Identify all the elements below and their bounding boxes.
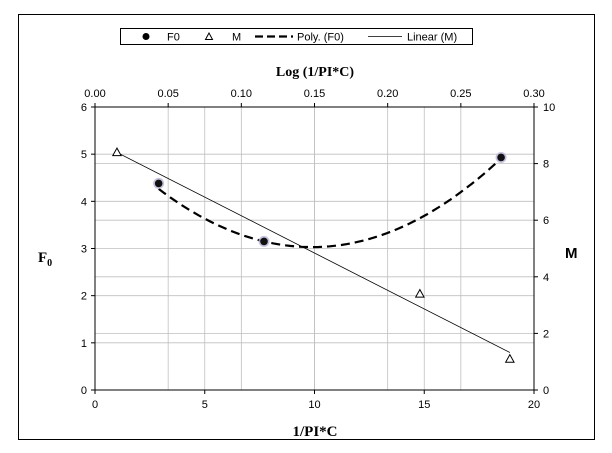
x-top-tick-label: 0.15 <box>304 88 325 100</box>
y-right-axis-title: M <box>565 245 578 262</box>
x-top-tick-label: 0.25 <box>450 88 471 100</box>
m-point <box>414 288 425 298</box>
legend-linear-label: Linear (M) <box>407 32 457 44</box>
f0-point <box>497 153 505 162</box>
m-point <box>111 147 122 157</box>
x-bottom-tick-label: 0 <box>92 399 98 411</box>
chart-frame <box>18 14 595 440</box>
legend-poly-label: Poly. (F0) <box>297 32 344 44</box>
y-right-tick-label: 2 <box>543 328 549 340</box>
x-top-tick-label: 0.30 <box>523 88 544 100</box>
x-bottom-tick-label: 20 <box>528 399 540 411</box>
x-bottom-tick-label: 5 <box>202 399 208 411</box>
f0-point <box>260 237 268 246</box>
x-bottom-tick-label: 15 <box>418 399 430 411</box>
series-layer <box>111 147 515 363</box>
x-top-axis-title: Log (1/PI*C) <box>276 65 355 80</box>
y-left-axis-title-main: F <box>38 250 47 266</box>
legend-m-marker <box>204 31 214 40</box>
legend-f0-label: F0 <box>167 32 180 44</box>
y-left-tick-label: 3 <box>81 244 87 256</box>
y-right-tick-label: 0 <box>543 385 549 397</box>
x-bottom-axis-title: 1/PI*C <box>293 424 338 440</box>
legend: F0 M Poly. (F0) Linear (M) <box>120 28 473 45</box>
y-left-tick-label: 2 <box>81 291 87 303</box>
y-left-tick-label: 0 <box>81 385 87 397</box>
axis-ticks <box>91 103 538 394</box>
f0-point <box>154 179 163 188</box>
y-left-axis-title-subscript: 0 <box>47 258 52 269</box>
x-bottom-tick-label: 10 <box>308 399 320 411</box>
y-left-tick-label: 5 <box>81 149 87 161</box>
tick-labels: 0 5 10 15 200.00 0.05 0.10 0.15 0.20 0.25 0.300123… <box>81 88 555 411</box>
trendline-linear-m <box>116 152 511 353</box>
y-right-tick-label: 6 <box>543 215 549 227</box>
y-left-tick-label: 6 <box>81 102 87 114</box>
legend-box <box>120 28 473 45</box>
y-left-tick-label: 1 <box>81 338 87 350</box>
legend-f0-marker <box>142 33 150 40</box>
legend-m-label: M <box>232 32 241 44</box>
y-right-tick-label: 8 <box>543 159 549 171</box>
y-right-tick-label: 4 <box>543 272 549 284</box>
m-point <box>504 353 515 363</box>
x-top-tick-label: 0.20 <box>377 88 398 100</box>
x-top-tick-label: 0.10 <box>231 88 252 100</box>
trendline-poly-f0 <box>158 157 502 249</box>
y-left-axis-title: F0 <box>38 250 52 269</box>
y-left-tick-label: 4 <box>81 196 87 208</box>
x-top-tick-label: 0.05 <box>157 88 178 100</box>
y-right-tick-label: 10 <box>543 102 555 114</box>
x-top-tick-label: 0.00 <box>84 88 105 100</box>
